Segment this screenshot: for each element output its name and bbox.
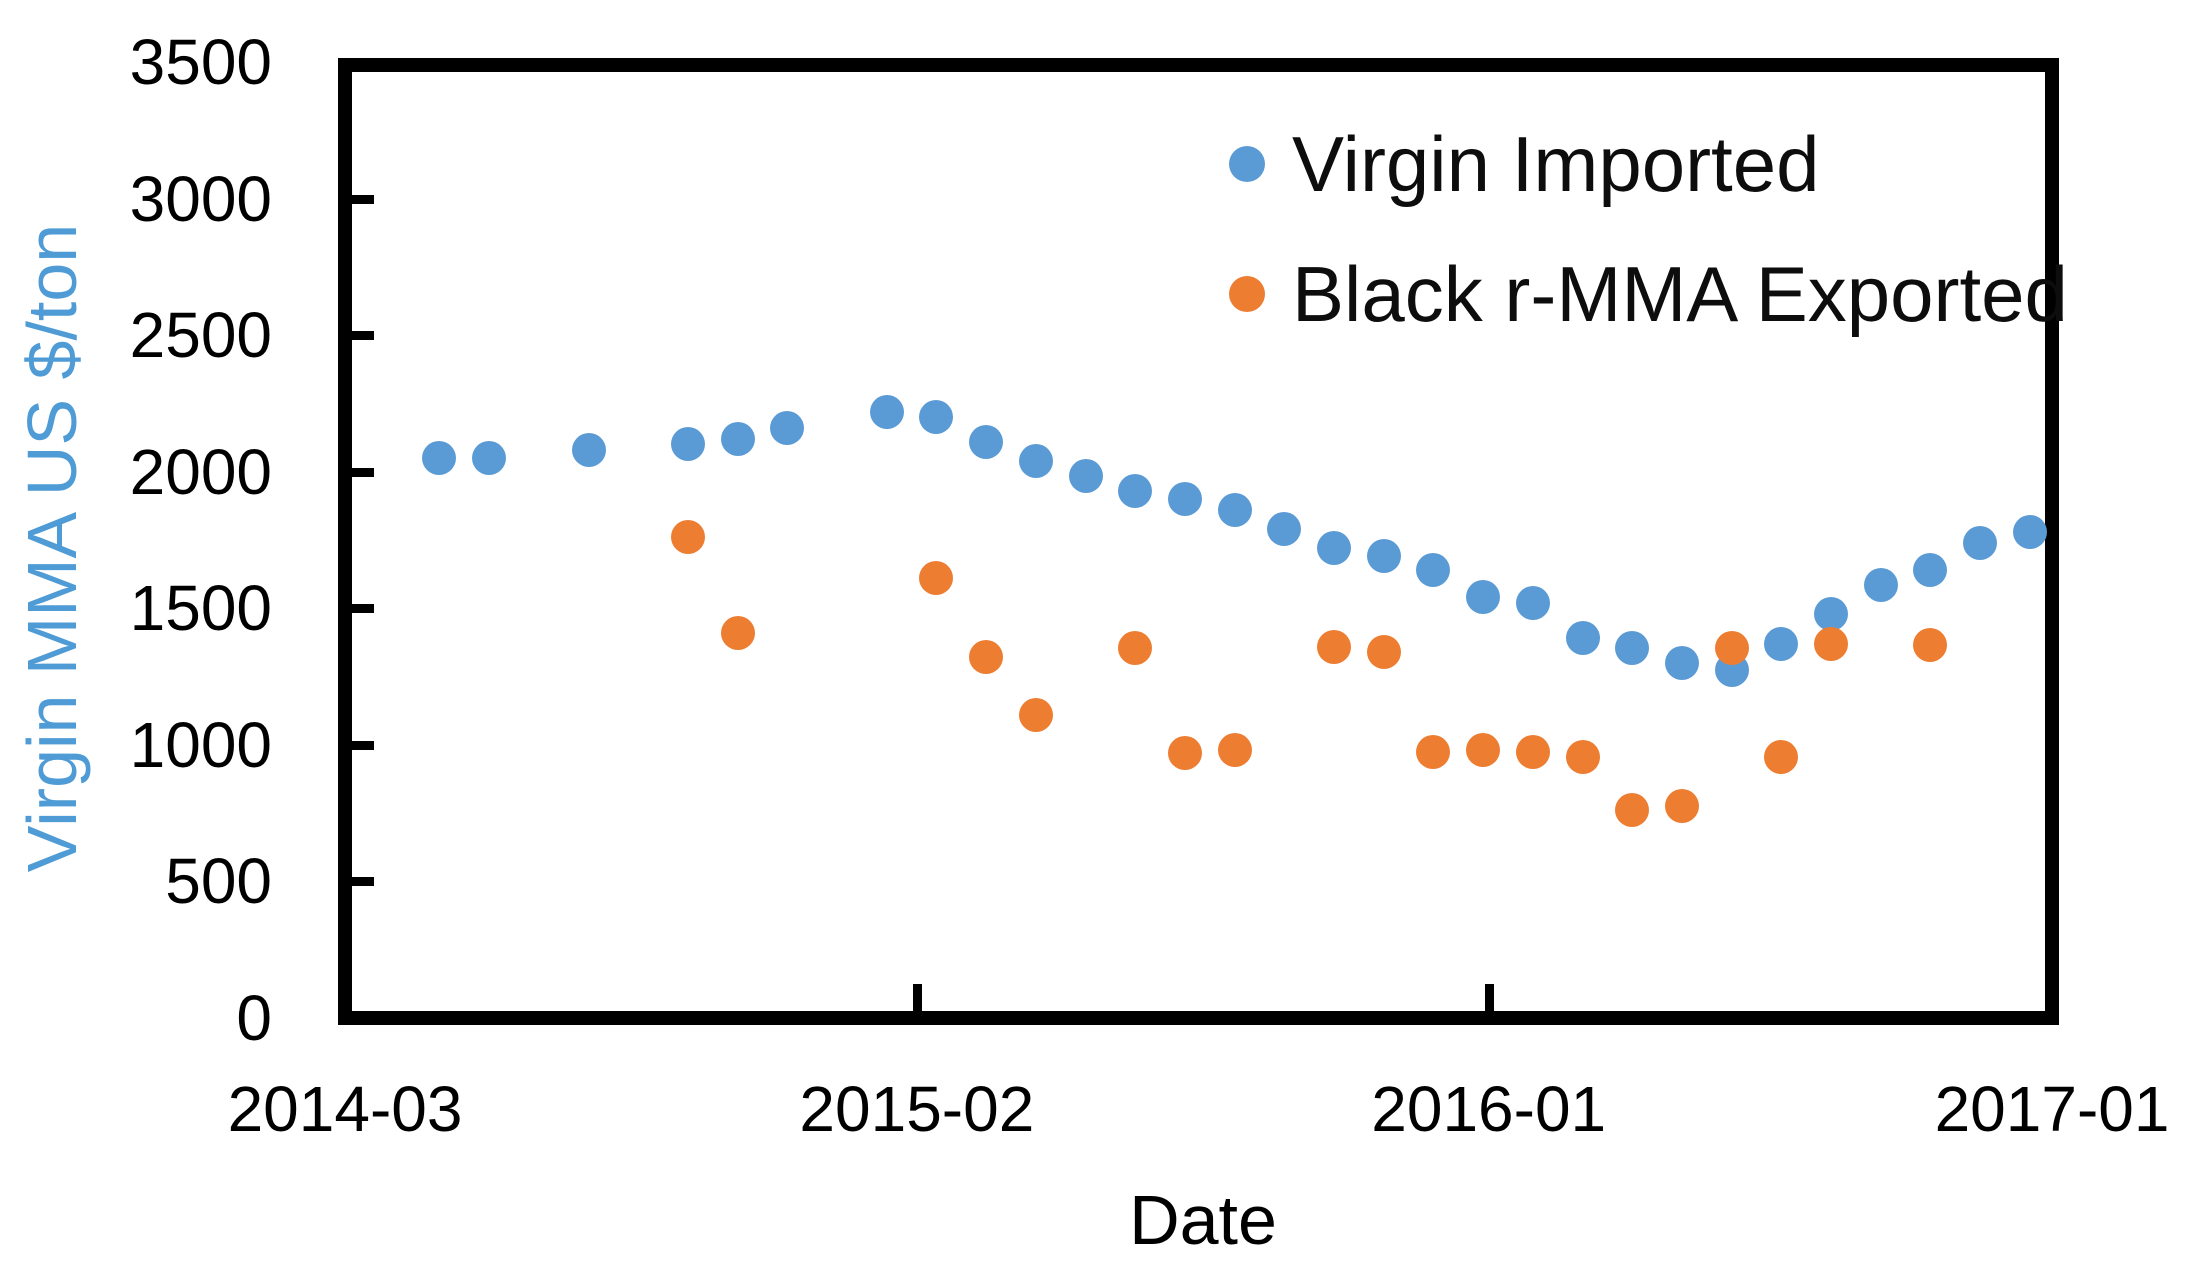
legend-marker-virgin-imported-icon: [1229, 146, 1265, 182]
data-point-black-r-mma-exported: [1018, 697, 1053, 732]
data-point-black-r-mma-exported: [1217, 733, 1252, 768]
legend-label-virgin-imported: Virgin Imported: [1292, 119, 1820, 208]
data-point-black-r-mma-exported: [969, 640, 1004, 675]
data-point-virgin-imported: [422, 441, 457, 476]
legend: Virgin Imported Black r-MMA Exported: [1229, 110, 2068, 348]
data-point-virgin-imported: [1814, 596, 1848, 631]
x-tick-mark: [1484, 984, 1494, 1011]
plot-border: [338, 58, 2059, 1025]
y-tick-mark: [352, 877, 374, 887]
data-point-virgin-imported: [1615, 630, 1650, 665]
legend-marker-black-r-mma-exported-icon: [1229, 276, 1265, 312]
data-point-black-r-mma-exported: [1466, 733, 1501, 768]
x-tick-label: 2017-01: [1934, 1073, 2170, 1145]
data-point-virgin-imported: [472, 441, 507, 476]
data-point-black-r-mma-exported: [1565, 740, 1600, 775]
data-point-virgin-imported: [1167, 482, 1202, 517]
data-point-black-r-mma-exported: [720, 615, 755, 650]
data-point-virgin-imported: [1118, 473, 1153, 508]
data-point-virgin-imported: [919, 400, 954, 435]
y-tick-label: 3500: [129, 26, 272, 98]
data-point-virgin-imported: [1317, 531, 1351, 566]
data-point-virgin-imported: [869, 394, 904, 429]
data-point-virgin-imported: [1863, 568, 1898, 603]
data-point-black-r-mma-exported: [1317, 629, 1351, 664]
data-point-virgin-imported: [1416, 553, 1451, 588]
data-point-virgin-imported: [770, 411, 805, 445]
legend-label-black-r-mma-exported: Black r-MMA Exported: [1292, 249, 2068, 338]
data-point-virgin-imported: [1664, 645, 1699, 680]
data-point-black-r-mma-exported: [1167, 736, 1202, 771]
data-point-black-r-mma-exported: [1764, 740, 1799, 775]
data-point-black-r-mma-exported: [1416, 734, 1451, 769]
data-point-virgin-imported: [1963, 525, 1998, 560]
data-point-virgin-imported: [670, 427, 705, 462]
legend-item-black-r-mma-exported: Black r-MMA Exported: [1229, 240, 2068, 348]
data-point-virgin-imported: [1466, 580, 1501, 615]
data-point-black-r-mma-exported: [1913, 628, 1948, 663]
data-point-virgin-imported: [2012, 514, 2047, 549]
y-tick-label: 500: [165, 845, 272, 918]
y-tick-mark: [352, 467, 374, 477]
data-point-virgin-imported: [571, 432, 606, 467]
data-point-black-r-mma-exported: [1664, 789, 1699, 824]
data-point-virgin-imported: [1565, 621, 1600, 656]
data-point-black-r-mma-exported: [1615, 793, 1650, 828]
y-tick-label: 1000: [129, 708, 272, 781]
y-tick-label: 3000: [129, 162, 272, 235]
data-point-virgin-imported: [1267, 512, 1302, 547]
x-tick-mark: [912, 984, 922, 1011]
x-tick-label: 2016-01: [1371, 1073, 1607, 1145]
data-point-virgin-imported: [1068, 458, 1103, 493]
data-point-virgin-imported: [1515, 585, 1550, 620]
data-point-virgin-imported: [720, 421, 755, 456]
data-point-virgin-imported: [1913, 553, 1948, 588]
x-tick-label: 2014-03: [227, 1073, 463, 1145]
data-point-virgin-imported: [1217, 492, 1252, 527]
y-tick-label: 2500: [129, 299, 272, 372]
data-point-black-r-mma-exported: [1118, 630, 1153, 665]
data-point-virgin-imported: [969, 424, 1004, 459]
data-point-black-r-mma-exported: [1366, 634, 1401, 669]
y-tick-mark: [352, 740, 374, 750]
y-tick-mark: [352, 604, 374, 614]
y-tick-label: 1500: [129, 572, 272, 645]
data-point-black-r-mma-exported: [919, 561, 954, 596]
data-point-black-r-mma-exported: [670, 520, 705, 555]
y-tick-mark: [352, 331, 374, 341]
data-point-virgin-imported: [1764, 626, 1799, 661]
legend-item-virgin-imported: Virgin Imported: [1229, 110, 2068, 218]
x-axis-title: Date: [1129, 1181, 1277, 1259]
data-point-black-r-mma-exported: [1814, 626, 1848, 661]
y-tick-label: 0: [236, 982, 272, 1054]
y-tick-mark: [352, 194, 374, 204]
y-tick-label: 2000: [129, 435, 272, 508]
data-point-black-r-mma-exported: [1515, 734, 1550, 769]
data-point-virgin-imported: [1366, 539, 1401, 574]
x-tick-label: 2015-02: [799, 1073, 1035, 1145]
data-point-virgin-imported: [1018, 443, 1053, 478]
data-point-black-r-mma-exported: [1714, 630, 1749, 665]
